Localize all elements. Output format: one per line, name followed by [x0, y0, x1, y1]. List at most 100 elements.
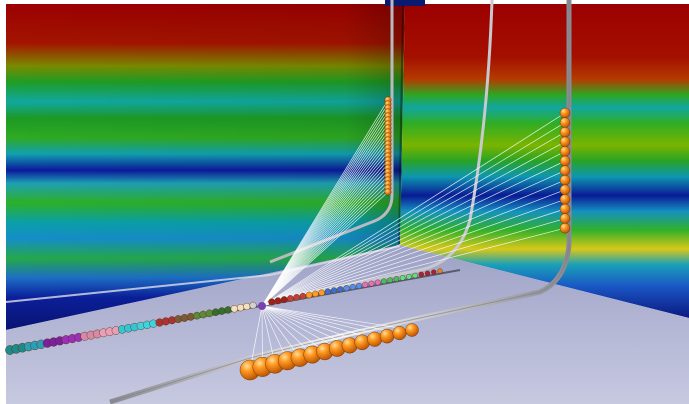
connection-line: [261, 187, 389, 307]
connection-line: [261, 103, 389, 307]
connection-line: [261, 147, 389, 307]
vertical-sensor-column-left: [384, 96, 392, 196]
sensor-bead: [387, 277, 394, 284]
connection-line: [261, 167, 389, 307]
sensor-bead: [324, 288, 331, 295]
sensor-bead: [381, 278, 387, 285]
sensor-bead: [379, 328, 395, 344]
connection-line: [261, 305, 338, 349]
connection-line: [261, 139, 389, 307]
connection-lines: [249, 99, 566, 371]
connection-line: [261, 122, 566, 307]
connection-line: [261, 115, 389, 307]
connection-line: [261, 171, 389, 307]
connection-line: [261, 175, 389, 307]
sensor-bead: [559, 194, 571, 205]
connection-line: [261, 179, 566, 307]
connection-line: [261, 305, 363, 343]
sensor-bead: [368, 280, 375, 287]
connection-line: [261, 107, 389, 307]
connection-line: [261, 189, 566, 307]
sensor-bead: [355, 282, 363, 289]
connection-line: [261, 99, 389, 307]
connection-line: [261, 127, 389, 307]
sensor-bead: [559, 155, 571, 167]
sensor-bead: [305, 291, 313, 299]
connection-line: [261, 143, 389, 307]
right-wall: [400, 4, 689, 318]
sensor-bead: [559, 136, 571, 148]
connection-line: [261, 305, 313, 355]
connection-line: [261, 141, 566, 307]
connection-line: [261, 305, 288, 361]
sensor-bead: [312, 290, 319, 298]
sensor-bead: [193, 311, 201, 320]
sensor-bead: [293, 294, 300, 301]
connection-line: [261, 218, 566, 307]
sensor-bead: [559, 146, 571, 157]
sensor-bead: [437, 268, 443, 274]
connection-line: [249, 305, 263, 371]
sensor-bead: [330, 287, 338, 294]
connection-line: [261, 155, 389, 307]
connection-line: [261, 208, 566, 307]
connection-line: [261, 199, 566, 307]
sensor-bead: [236, 304, 245, 312]
sensor-bead: [205, 309, 214, 318]
sensor-bead: [374, 279, 381, 286]
sensor-bead: [218, 307, 226, 315]
connection-line: [261, 131, 389, 307]
sensor-bead: [559, 174, 571, 186]
sensor-bead: [559, 213, 571, 224]
sensor-bead: [559, 184, 571, 196]
sensor-bead: [349, 283, 356, 291]
sensor-bead: [392, 326, 407, 341]
sensor-bead: [224, 306, 232, 314]
sensor-bead: [287, 295, 294, 302]
hub-point: [258, 302, 266, 310]
connection-line: [261, 305, 388, 337]
foreground-sensor-string: [239, 323, 419, 381]
connection-line: [261, 170, 566, 307]
connection-line: [261, 305, 325, 352]
connection-line: [261, 305, 400, 334]
connection-line: [261, 163, 389, 307]
floor-sensor-string: [5, 268, 443, 355]
sensor-bead: [424, 270, 431, 276]
connection-line: [261, 151, 389, 307]
sensor-bead: [559, 222, 571, 234]
connection-line: [261, 305, 413, 331]
connection-line: [261, 179, 389, 307]
sensor-bead: [418, 271, 424, 278]
sensor-bead: [249, 301, 257, 309]
sensor-bead: [431, 269, 437, 275]
sensor-bead: [393, 276, 400, 282]
sensor-bead: [559, 107, 571, 119]
sensor-bead: [318, 289, 325, 296]
sensor-bead: [405, 323, 419, 337]
connection-line: [261, 111, 389, 307]
connection-line: [261, 151, 566, 307]
sensor-bead: [268, 298, 276, 306]
tube-middle: [269, 0, 494, 302]
sensor-bead: [559, 117, 571, 128]
vertical-sensor-column-right: [559, 107, 571, 234]
sensor-bead: [343, 285, 350, 292]
connection-line: [261, 123, 389, 307]
sensor-bead: [559, 165, 571, 176]
sensor-bead: [230, 305, 238, 313]
connection-line: [261, 160, 566, 307]
connection-line: [261, 305, 276, 364]
connection-line: [261, 112, 566, 307]
connection-line: [261, 305, 350, 346]
sensor-bead: [280, 296, 288, 304]
sensor-bead: [384, 188, 392, 196]
sensor-bead: [299, 292, 307, 300]
connection-line: [261, 159, 389, 307]
sensor-bead: [199, 310, 208, 319]
connection-line: [261, 191, 389, 307]
tube-left-vertical: [269, 0, 394, 264]
connection-line: [261, 131, 566, 307]
